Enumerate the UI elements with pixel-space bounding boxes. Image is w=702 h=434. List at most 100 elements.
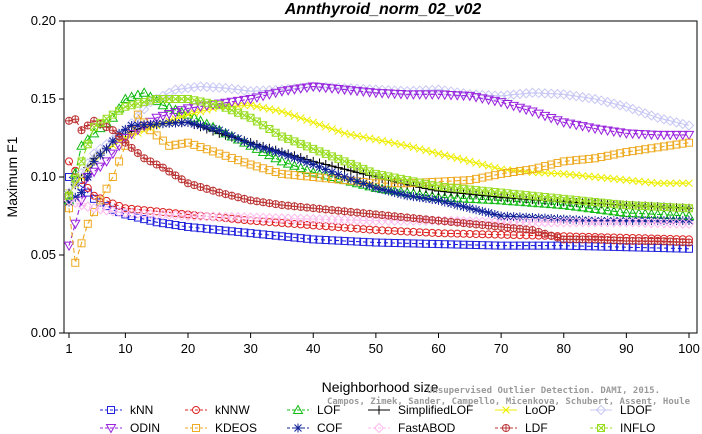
data-point xyxy=(120,93,131,103)
data-point xyxy=(403,141,412,150)
data-point xyxy=(257,91,269,102)
legend-item-lof: LOF xyxy=(287,403,340,417)
data-point xyxy=(259,103,267,112)
data-point xyxy=(515,241,524,250)
data-point xyxy=(207,100,219,111)
data-point xyxy=(296,234,305,243)
data-point xyxy=(484,172,493,181)
data-point xyxy=(484,241,493,250)
data-point xyxy=(528,165,537,174)
data-point xyxy=(608,98,620,109)
legend-item-loop: LoOP xyxy=(495,403,556,417)
data-point xyxy=(515,167,524,176)
data-point xyxy=(671,216,681,226)
data-point xyxy=(496,211,506,221)
data-point xyxy=(232,84,244,95)
data-point xyxy=(428,239,437,248)
data-point xyxy=(428,228,437,237)
y-tick-label: 0.15 xyxy=(31,91,56,106)
data-point xyxy=(489,96,501,107)
data-point xyxy=(685,238,693,247)
data-point xyxy=(452,188,462,198)
data-point xyxy=(314,83,325,93)
data-point xyxy=(289,153,299,163)
data-point xyxy=(508,101,520,112)
x-tick-label: 50 xyxy=(369,341,383,356)
data-point xyxy=(465,157,474,166)
data-point xyxy=(522,166,531,175)
data-point xyxy=(140,206,149,215)
data-point xyxy=(376,89,388,99)
data-point xyxy=(653,143,662,152)
data-point xyxy=(190,109,199,117)
data-point xyxy=(94,122,106,133)
data-point xyxy=(107,149,119,160)
data-point xyxy=(559,170,568,178)
data-point xyxy=(621,129,632,139)
data-point xyxy=(113,141,125,152)
data-point xyxy=(271,168,280,177)
data-point xyxy=(402,191,412,201)
data-point xyxy=(572,156,581,165)
data-point xyxy=(666,179,675,188)
data-point xyxy=(145,119,155,129)
data-point xyxy=(390,179,399,188)
chart-title: Annthyroid_norm_02_v02 xyxy=(284,1,482,18)
data-point xyxy=(520,196,532,207)
data-point xyxy=(63,187,75,198)
data-point xyxy=(302,172,311,181)
data-point xyxy=(478,241,487,250)
data-point xyxy=(284,219,293,228)
legend-item-simplifiedlof: SimplifiedLOF xyxy=(368,403,473,417)
data-point xyxy=(678,139,687,148)
data-point xyxy=(365,181,375,191)
x-tick-label: 10 xyxy=(118,341,132,356)
data-point xyxy=(558,199,570,210)
data-point xyxy=(384,226,393,235)
data-point xyxy=(459,155,468,164)
data-point xyxy=(515,212,525,222)
data-point xyxy=(127,121,137,131)
data-point xyxy=(440,151,449,160)
data-point xyxy=(171,140,180,149)
data-point xyxy=(495,194,507,205)
data-point xyxy=(552,199,563,209)
data-point xyxy=(434,240,443,249)
data-point xyxy=(595,125,607,136)
data-point xyxy=(471,190,481,200)
data-point xyxy=(384,138,393,146)
data-point xyxy=(334,127,343,135)
data-point xyxy=(641,145,650,154)
data-point xyxy=(397,140,405,149)
data-point xyxy=(677,130,689,141)
data-point xyxy=(685,204,693,213)
data-point xyxy=(351,177,363,188)
data-point xyxy=(415,239,424,248)
data-point xyxy=(127,204,136,213)
data-point xyxy=(646,216,656,226)
legend-label: kNN xyxy=(130,403,153,417)
data-point xyxy=(95,150,105,160)
data-point xyxy=(666,141,675,150)
data-point xyxy=(522,241,531,250)
data-point xyxy=(196,224,205,233)
data-point xyxy=(115,157,124,166)
data-point xyxy=(583,123,595,133)
data-point xyxy=(213,99,225,110)
legend: kNN kNNW LOF SimplifiedLOF LoOP LDOF ODIN KDEOS… xyxy=(100,403,655,434)
data-point xyxy=(171,221,180,230)
data-point xyxy=(315,173,324,182)
data-point xyxy=(440,177,449,186)
data-point xyxy=(77,239,86,248)
data-point xyxy=(583,92,595,104)
data-point xyxy=(596,216,606,226)
data-point xyxy=(490,209,500,219)
watermark-line-1: Unsupervised Outlier Detection. DAMI, 20… xyxy=(427,385,660,396)
data-point xyxy=(157,99,169,110)
data-point xyxy=(284,109,293,118)
data-point xyxy=(646,110,657,121)
data-point xyxy=(401,90,413,100)
data-point xyxy=(634,146,643,155)
data-point xyxy=(439,90,451,101)
data-point xyxy=(622,176,631,184)
